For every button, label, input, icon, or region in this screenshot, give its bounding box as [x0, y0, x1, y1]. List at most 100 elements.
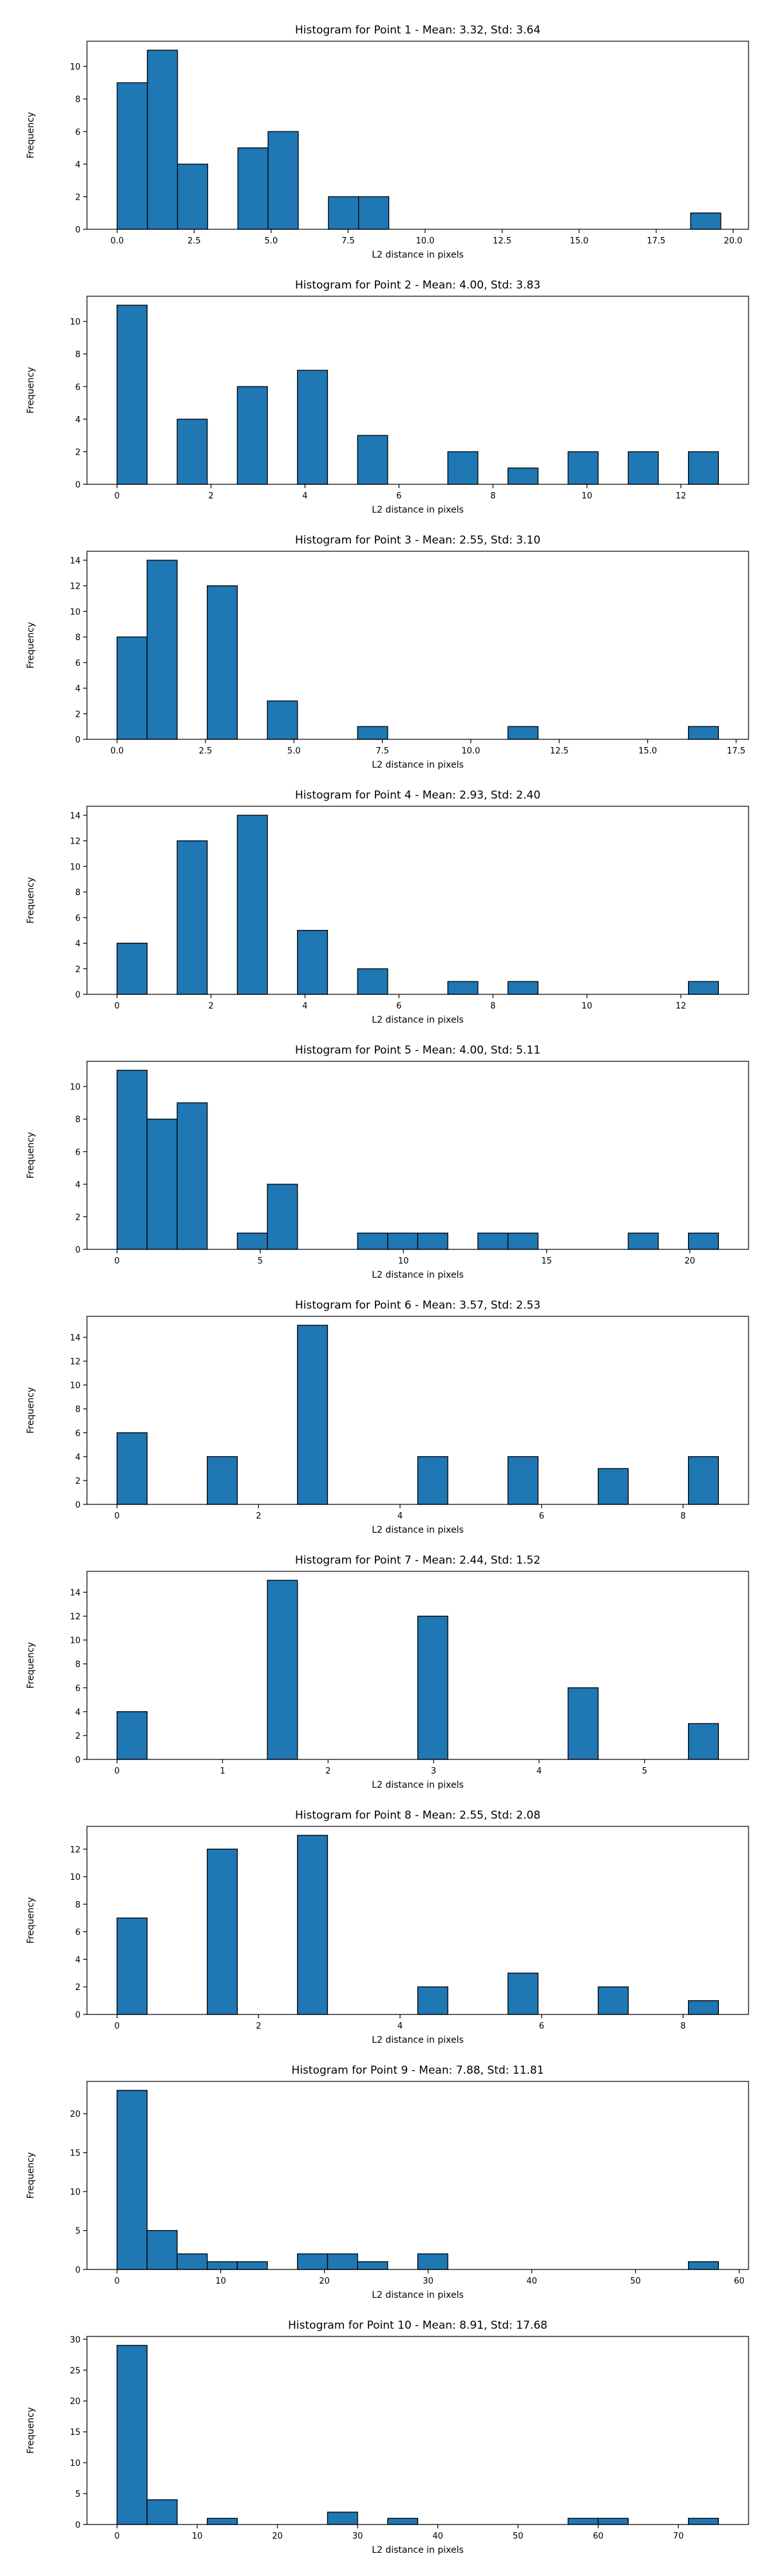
histogram-bar — [387, 1233, 419, 1250]
y-tick-label: 0 — [75, 2011, 81, 2020]
histogram-bar — [146, 1119, 178, 1250]
y-tick-label: 25 — [70, 2366, 81, 2376]
x-tick-label: 10 — [192, 2532, 203, 2541]
histogram-bar — [357, 726, 388, 740]
histogram-bar — [357, 1233, 388, 1250]
histogram-panel-2: Histogram for Point 2 - Mean: 4.00, Std:… — [26, 279, 749, 515]
histogram-bars — [117, 2345, 719, 2525]
y-tick-label: 4 — [75, 1180, 81, 1190]
x-tick-label: 5 — [642, 1766, 647, 1776]
x-axis-label: L2 distance in pixels — [372, 2035, 464, 2045]
x-tick-label: 8 — [490, 491, 495, 501]
y-tick-label: 2 — [75, 1477, 81, 1486]
y-tick-label: 30 — [70, 2335, 81, 2345]
histogram-bars — [117, 305, 719, 485]
histogram-bar — [177, 164, 209, 230]
y-tick-label: 0 — [75, 225, 81, 235]
y-tick-label: 10 — [70, 2459, 81, 2468]
histogram-bar — [297, 2253, 329, 2270]
histogram-bar — [507, 468, 539, 485]
x-tick-label: 50 — [630, 2277, 641, 2286]
histogram-bar — [507, 981, 539, 995]
histogram-bar — [146, 2230, 178, 2270]
axes-frame — [86, 2336, 749, 2525]
x-tick-label: 12.5 — [493, 236, 511, 246]
histogram-bar — [207, 1848, 238, 2015]
y-tick-label: 14 — [70, 1588, 81, 1598]
histogram-bar — [597, 1468, 629, 1505]
y-tick-label: 8 — [75, 1900, 81, 1910]
y-tick-label: 6 — [75, 1684, 81, 1694]
x-tick-label: 15.0 — [638, 746, 657, 756]
y-tick-label: 15 — [70, 2428, 81, 2438]
x-tick-label: 4 — [302, 491, 307, 501]
histogram-panel-7: Histogram for Point 7 - Mean: 2.44, Std:… — [26, 1554, 749, 1790]
x-tick-label: 4 — [302, 1001, 307, 1011]
x-axis-label: L2 distance in pixels — [372, 250, 464, 260]
y-tick-label: 10 — [70, 607, 81, 617]
histogram-bar — [387, 2517, 419, 2525]
histogram-bar — [117, 1711, 148, 1760]
histogram-bars — [117, 50, 721, 230]
x-axis-label: L2 distance in pixels — [372, 1015, 464, 1025]
x-tick-label: 12 — [676, 491, 687, 501]
x-axis-label: L2 distance in pixels — [372, 1780, 464, 1790]
x-tick-label: 17.5 — [647, 236, 665, 246]
x-tick-label: 7.5 — [341, 236, 355, 246]
histogram-bar — [357, 435, 388, 485]
x-tick-label: 8 — [490, 1001, 495, 1011]
histogram-bar — [687, 2517, 719, 2525]
y-axis-label: Frequency — [26, 1897, 36, 1944]
histogram-bar — [297, 1835, 329, 2015]
histogram-bar — [507, 1233, 539, 1250]
histogram-bar — [507, 1456, 539, 1505]
histogram-bar — [177, 2253, 208, 2270]
histogram-bar — [327, 2512, 358, 2525]
y-tick-label: 12 — [70, 1358, 81, 1367]
histogram-bar — [207, 2261, 238, 2270]
chart-title: Histogram for Point 10 - Mean: 8.91, Std… — [288, 2319, 548, 2332]
y-tick-label: 6 — [75, 659, 81, 668]
x-axis-label: L2 distance in pixels — [372, 2290, 464, 2300]
x-tick-label: 7.5 — [376, 746, 389, 756]
x-tick-label: 10 — [215, 2277, 226, 2286]
y-tick-label: 8 — [75, 350, 81, 360]
chart-title: Histogram for Point 8 - Mean: 2.55, Std:… — [295, 1809, 540, 1822]
histogram-bar — [117, 82, 148, 230]
x-tick-label: 4 — [397, 2022, 403, 2031]
x-tick-label: 10 — [582, 1001, 593, 1011]
histogram-panel-10: Histogram for Point 10 - Mean: 8.91, Std… — [26, 2319, 749, 2555]
y-tick-label: 10 — [70, 62, 81, 72]
histogram-bar — [237, 147, 269, 230]
histogram-bar — [627, 1233, 659, 1250]
y-tick-label: 10 — [70, 1381, 81, 1391]
axes-frame — [86, 296, 749, 485]
chart-title: Histogram for Point 4 - Mean: 2.93, Std:… — [295, 789, 540, 802]
x-tick-label: 15 — [541, 1256, 552, 1266]
histogram-bar — [117, 1070, 148, 1250]
histogram-bar — [207, 2517, 238, 2525]
x-tick-label: 8 — [680, 2022, 685, 2031]
y-tick-label: 12 — [70, 1613, 81, 1622]
x-tick-label: 12 — [676, 1001, 687, 1011]
x-tick-label: 40 — [526, 2277, 537, 2286]
y-tick-label: 6 — [75, 1429, 81, 1439]
chart-title: Histogram for Point 7 - Mean: 2.44, Std:… — [295, 1554, 540, 1567]
y-tick-label: 4 — [75, 415, 81, 425]
x-tick-label: 0 — [115, 1511, 120, 1521]
chart-title: Histogram for Point 6 - Mean: 3.57, Std:… — [295, 1299, 540, 1312]
histogram-bar — [687, 1233, 719, 1250]
y-tick-label: 0 — [75, 1245, 81, 1255]
x-tick-label: 17.5 — [727, 746, 745, 756]
histogram-bar — [687, 2000, 719, 2015]
y-tick-label: 6 — [75, 1928, 81, 1938]
y-axis-label: Frequency — [26, 1132, 36, 1179]
x-tick-label: 0 — [115, 2022, 120, 2031]
histogram-panel-3: Histogram for Point 3 - Mean: 2.55, Std:… — [26, 534, 749, 770]
x-tick-label: 10.0 — [461, 746, 480, 756]
histogram-bar — [687, 1723, 719, 1760]
y-tick-label: 8 — [75, 888, 81, 898]
y-tick-label: 6 — [75, 383, 81, 392]
y-tick-label: 10 — [70, 1636, 81, 1646]
y-axis-label: Frequency — [26, 1642, 36, 1689]
